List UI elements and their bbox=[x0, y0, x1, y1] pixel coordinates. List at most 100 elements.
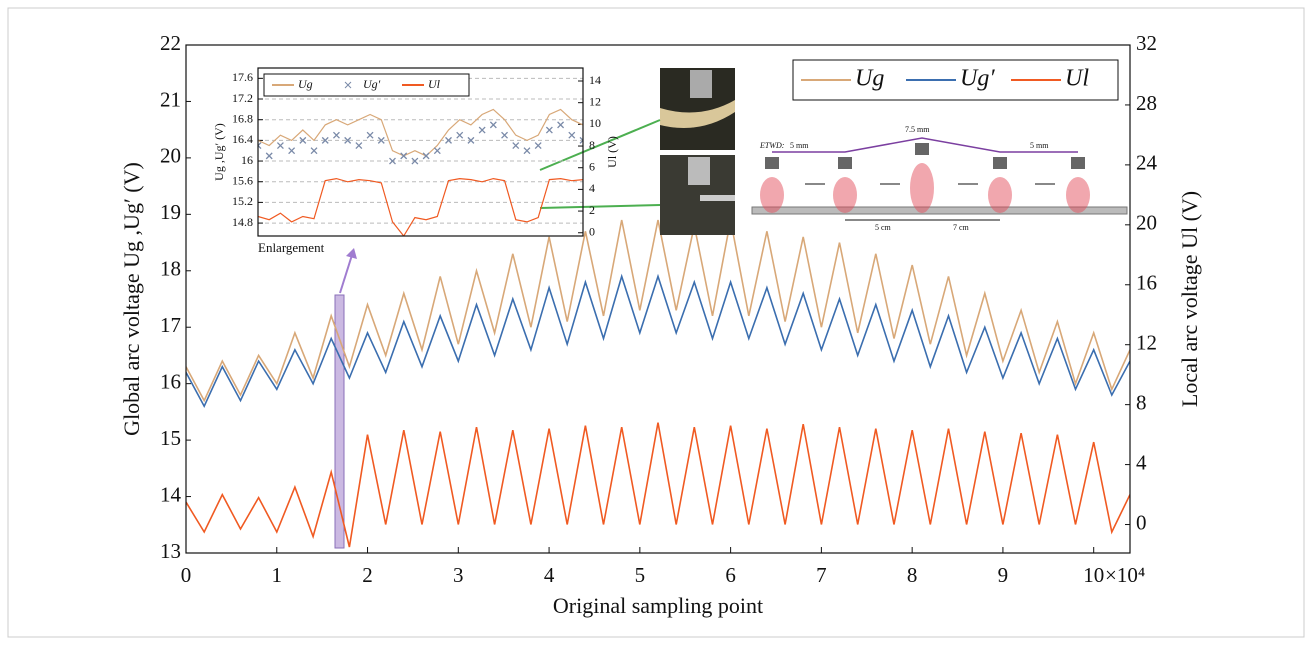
y2-tick-label: 32 bbox=[1136, 31, 1157, 55]
plot-body bbox=[258, 108, 583, 236]
x-tick-label: 0 bbox=[181, 563, 192, 587]
marker bbox=[400, 152, 408, 160]
y2-axis-label: Ul (V) bbox=[605, 136, 619, 168]
link-arrow bbox=[539, 204, 661, 209]
legend-swatch bbox=[344, 81, 352, 89]
y-tick-label: 19 bbox=[160, 200, 181, 224]
marker bbox=[332, 131, 340, 139]
y2-tick-label: 0 bbox=[1136, 510, 1147, 534]
marker bbox=[478, 126, 486, 134]
marker bbox=[512, 142, 520, 149]
series-line bbox=[186, 422, 1130, 548]
y-tick-label: 16.4 bbox=[232, 132, 253, 146]
y2-axis-label: Local arc voltage Ul (V) bbox=[1177, 191, 1202, 407]
y-tick-label: 17.6 bbox=[232, 70, 253, 84]
x-tick-label: 5 bbox=[635, 563, 646, 587]
marker bbox=[258, 142, 262, 149]
marker bbox=[501, 131, 509, 139]
series-line bbox=[258, 177, 583, 236]
legend-label: Ul bbox=[428, 77, 441, 91]
y2-tick-label: 4 bbox=[1136, 450, 1147, 474]
y-tick-label: 22 bbox=[160, 31, 181, 55]
arcs bbox=[760, 163, 1090, 213]
schematic-label: 7 cm bbox=[953, 223, 970, 232]
x-tick-label: 2 bbox=[362, 563, 373, 587]
marker bbox=[467, 136, 475, 144]
y2-tick-label: 6 bbox=[589, 159, 595, 173]
y2-tick-label: 12 bbox=[589, 94, 601, 108]
legend-label: Ug′ bbox=[960, 66, 995, 92]
y-tick-label: 13 bbox=[160, 539, 181, 563]
plot-frame bbox=[185, 44, 1131, 554]
x-tick-label: 1 bbox=[272, 563, 283, 587]
y-tick-label: 15.6 bbox=[232, 173, 253, 187]
y-tick-label: 15 bbox=[160, 426, 181, 450]
y-tick-label: 20 bbox=[160, 144, 181, 168]
marker bbox=[366, 131, 374, 139]
plot-frame bbox=[257, 67, 584, 237]
y-tick-label: 16 bbox=[160, 369, 181, 393]
series-line bbox=[186, 273, 1130, 408]
arrow-head bbox=[346, 248, 357, 259]
legend-label: Ul bbox=[1065, 66, 1089, 92]
photo-detail bbox=[690, 70, 712, 98]
marker bbox=[321, 136, 329, 144]
schematic: ETWD: 5 mm 7.5 mm 5 mm 5 cm 7 cm bbox=[751, 125, 1128, 232]
marker bbox=[445, 136, 452, 144]
y-tick-label: 14 bbox=[160, 482, 182, 506]
schematic-label: ETWD: bbox=[759, 141, 785, 150]
y2-tick-label: 8 bbox=[589, 138, 595, 152]
y2-tick-label: 12 bbox=[1136, 331, 1157, 355]
marker bbox=[422, 152, 430, 160]
y2-tick-label: 28 bbox=[1136, 91, 1157, 115]
marker bbox=[534, 142, 542, 149]
marker bbox=[456, 131, 464, 139]
y2-tick-label: 0 bbox=[589, 224, 595, 238]
enlargement-arrow bbox=[339, 254, 353, 294]
y-tick-label: 17 bbox=[160, 313, 181, 337]
marker bbox=[489, 121, 497, 129]
marker bbox=[523, 147, 531, 155]
frame bbox=[7, 7, 1305, 638]
y-tick-label: 14.8 bbox=[232, 215, 253, 229]
plot-body bbox=[186, 219, 1130, 548]
marker bbox=[299, 136, 307, 144]
y-tick-label: 16 bbox=[241, 153, 253, 167]
y2-tick-label: 20 bbox=[1136, 211, 1157, 235]
x-tick-label: 7 bbox=[816, 563, 827, 587]
y-tick-label: 18 bbox=[160, 257, 181, 281]
series-line bbox=[258, 108, 583, 157]
y-axis-label: Ug ,Ug′ (V) bbox=[212, 123, 226, 181]
marker bbox=[579, 136, 583, 144]
y-tick-label: 16.8 bbox=[232, 111, 253, 125]
y-tick-label: 15.2 bbox=[232, 194, 253, 208]
legend-label: Ug bbox=[855, 66, 884, 92]
marker bbox=[568, 131, 576, 139]
photo-detail bbox=[688, 157, 710, 185]
marker bbox=[545, 126, 553, 134]
legend-box bbox=[263, 73, 470, 97]
y-tick-label: 21 bbox=[160, 87, 181, 111]
link-arrow bbox=[539, 119, 661, 171]
schematic-label: 5 mm bbox=[1030, 141, 1049, 150]
marker bbox=[389, 157, 396, 165]
marker bbox=[411, 157, 419, 165]
x-tick-label: 9 bbox=[998, 563, 1009, 587]
schematic-label: 5 mm bbox=[790, 141, 809, 150]
marker bbox=[288, 147, 296, 155]
photo-detail bbox=[700, 195, 735, 201]
x-tick-label: 6 bbox=[725, 563, 736, 587]
marker bbox=[276, 142, 284, 149]
plate bbox=[751, 206, 1128, 215]
enlargement-band bbox=[334, 294, 345, 549]
y2-tick-label: 14 bbox=[589, 73, 601, 87]
chart: 14.8 15.2 15.6 16 16.4 16.8 17.2 17.6 0 2 4 6 8 10 12 1… bbox=[212, 67, 619, 238]
photo-detail bbox=[660, 100, 735, 129]
schematic-label: 5 cm bbox=[875, 223, 892, 232]
x-tick-label: 10 bbox=[1083, 563, 1104, 587]
x-tick-label: 4 bbox=[544, 563, 555, 587]
y2-tick-label: 2 bbox=[589, 203, 595, 217]
marker bbox=[265, 152, 273, 160]
